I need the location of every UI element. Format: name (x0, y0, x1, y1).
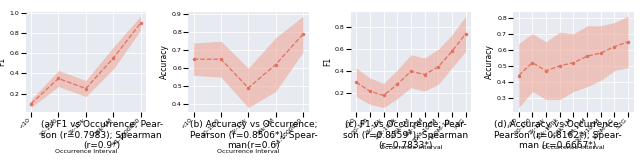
Text: (a) F1 vs Occurrence; Pear-
son (r=0.7983); Spearman
(r=0.9*): (a) F1 vs Occurrence; Pear- son (r=0.798… (40, 120, 163, 150)
Text: (c) F1 vs Occurrence; Pear-
son (r=0.8559*); Spearman
(r=0.7833*): (c) F1 vs Occurrence; Pear- son (r=0.855… (343, 120, 468, 150)
Y-axis label: F1: F1 (0, 57, 6, 66)
Text: (d) Accuracy vs Occurrence;
Pearson (r=0.8162*); Spear-
man (r=0.6667*): (d) Accuracy vs Occurrence; Pearson (r=0… (494, 120, 621, 150)
X-axis label: Occurrence Interval: Occurrence Interval (380, 145, 442, 150)
Text: (b) Accuracy vs Occurrence;
Pearson (r=0.8506*); Spear-
man(r=0.6): (b) Accuracy vs Occurrence; Pearson (r=0… (189, 120, 317, 150)
X-axis label: Occurrence Interval: Occurrence Interval (217, 149, 280, 154)
Y-axis label: Accuracy: Accuracy (160, 44, 169, 79)
X-axis label: Occurrence Interval: Occurrence Interval (54, 149, 117, 154)
Y-axis label: F1: F1 (323, 57, 332, 66)
Y-axis label: Accuracy: Accuracy (485, 44, 494, 79)
X-axis label: Occurrence Interval: Occurrence Interval (542, 145, 605, 150)
